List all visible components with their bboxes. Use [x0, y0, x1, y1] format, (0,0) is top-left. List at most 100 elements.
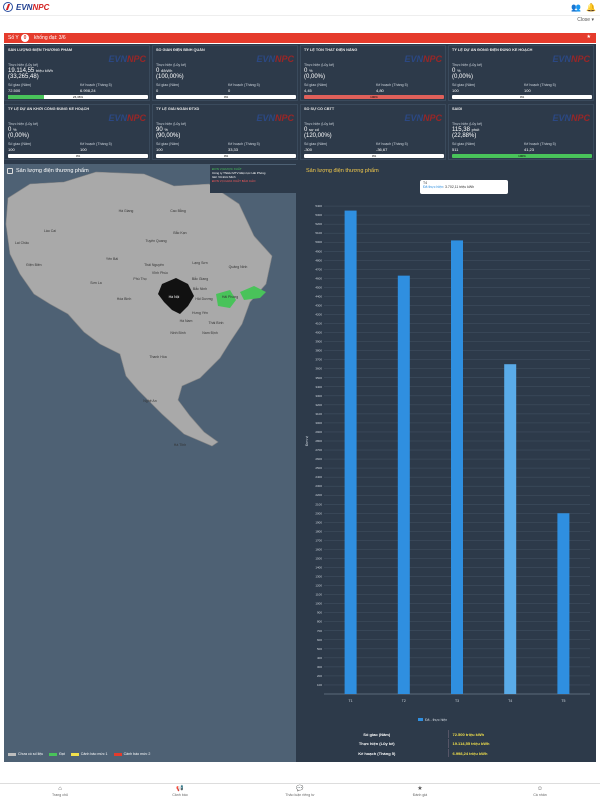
y-tick-label: 4100 — [315, 322, 322, 326]
card-r2: -36,67 — [376, 147, 388, 152]
card-r1: Kế hoạch (Tháng 5) — [376, 83, 408, 87]
kpi-card[interactable]: TỶ LỆ DỰ ÁN ĐÓNG ĐIỆN ĐÚNG KẾ HOẠCH EVNN… — [448, 45, 594, 101]
kpi-card[interactable]: TỶ LỆ GIẢI NGÂN ĐTXD EVNNPC Thực hiện (L… — [152, 104, 298, 160]
evnnpc-logo[interactable]: EVNNPC — [3, 2, 49, 12]
legend-swatch — [49, 752, 58, 756]
y-tick-label: 4900 — [315, 249, 322, 253]
y-tick-label: 2600 — [315, 457, 322, 461]
nav-item[interactable]: ☺ Cá nhân — [480, 784, 600, 800]
kpi-card[interactable]: SỐ GIÁN ĐIỆN BÌNH QUÂN EVNNPC Thực hiện … — [152, 45, 298, 101]
card-watermark: EVNNPC — [108, 113, 146, 123]
kpi-card[interactable]: SAIDI EVNNPC Thực hiện (Lũy kế) 115,38 p… — [448, 104, 594, 160]
kpi-card[interactable]: TỶ LỆ DỰ ÁN KHỞI CÔNG ĐÚNG KẾ HOẠCH EVNN… — [4, 104, 150, 160]
nav-item[interactable]: 💬 Thảo luận riêng tư — [240, 784, 360, 800]
nav-item[interactable]: 📢 Cảnh báo — [120, 784, 240, 800]
chart-legend-label[interactable]: Đã - thực hiện — [425, 718, 447, 722]
card-l1: Số giao (Năm) — [304, 142, 328, 146]
x-tick-label: T5 — [561, 699, 565, 703]
summary-key: Kế hoạch (Tháng 5) — [306, 748, 449, 757]
bar[interactable] — [504, 364, 517, 694]
nav-label: Thảo luận riêng tư — [285, 793, 315, 797]
nav-item[interactable]: ★ Đánh giá — [360, 784, 480, 800]
vietnam-north-map[interactable]: Hà Giang Cao Bằng Lào Cai Bắc Kạn Lai Châu Tu… — [4, 164, 296, 762]
card-value2: (100,00%) — [156, 74, 184, 80]
popup-line1: Công ty TNHH MTV Điện lực Hải Phòng — [212, 171, 266, 175]
map-settings-icon[interactable] — [7, 168, 13, 174]
kpi-card[interactable]: SỐ SỰ CỐ CBTT EVNNPC Thực hiện (Lũy kế) … — [300, 104, 446, 160]
top-bar: EVNNPC 👥 🔔 — [0, 0, 600, 16]
card-progress-bar: 0% — [156, 154, 296, 158]
province-label: Yên Bái — [106, 257, 118, 261]
province-label: Lào Cai — [44, 229, 56, 233]
alert-badge: 0 — [21, 34, 29, 42]
summary-value: 19.114,55 triệu kWh — [452, 741, 490, 747]
tooltip-value: 3.702,11 triệu kWh — [445, 185, 475, 189]
chart-tooltip: T4 Đã thực hiện: 3.702,11 triệu kWh — [420, 180, 508, 194]
card-watermark: EVNNPC — [552, 54, 590, 64]
legend-item[interactable]: Cảnh báo mức 2 — [113, 752, 150, 756]
logo-mark-icon — [3, 2, 13, 12]
bar[interactable] — [557, 513, 570, 694]
bar-chart[interactable]: 100 200 300 400 500 600 700 800 900 1000 1100 1200 1… — [300, 164, 596, 727]
legend-item[interactable]: Cảnh báo mức 1 — [70, 752, 108, 756]
y-tick-label: 1200 — [315, 584, 322, 588]
card-value2: (0,00%) — [8, 133, 30, 139]
y-tick-label: 1900 — [315, 520, 322, 524]
bar[interactable] — [344, 210, 357, 694]
y-tick-label: 4800 — [315, 258, 322, 262]
card-title: SAIDI — [452, 107, 463, 111]
summary-row: Kế hoạch (Tháng 5) 6.998,24 triệu kWh — [306, 748, 590, 758]
province-label: Bắc Giang — [192, 276, 208, 281]
card-value: 0 % — [452, 68, 461, 74]
card-watermark: EVNNPC — [404, 54, 442, 64]
y-tick-label: 3900 — [315, 340, 322, 344]
y-tick-label: 3700 — [315, 358, 322, 362]
y-tick-label: 2900 — [315, 430, 322, 434]
y-tick-label: 5100 — [315, 231, 322, 235]
haiphong-region — [216, 290, 236, 308]
users-icon[interactable]: 👥 — [571, 3, 582, 12]
x-tick-label: T1 — [349, 699, 353, 703]
alert-prefix: Số Y — [8, 35, 19, 41]
map-legend: Chưa có số liệu Đạt Cảnh báo mức 1 Cảnh báo… — [8, 752, 150, 756]
card-value2: (22,88%) — [452, 133, 477, 139]
close-link[interactable]: Close ▾ — [577, 17, 594, 23]
y-tick-label: 1700 — [315, 538, 322, 542]
legend-item[interactable]: Chưa có số liệu — [8, 752, 43, 756]
card-l2: 100 — [8, 147, 15, 152]
card-title: TỶ LỆ DỰ ÁN ĐÓNG ĐIỆN ĐÚNG KẾ HOẠCH — [452, 48, 533, 52]
card-l2: 0 — [156, 88, 159, 93]
legend-item[interactable]: Đạt — [49, 752, 65, 756]
card-progress-bar: 0% — [8, 154, 148, 158]
nav-item[interactable]: ⌂ Trang chủ — [0, 784, 120, 800]
summary-row: Số giao (Năm) 72.500 triệu kWh — [306, 730, 590, 740]
card-progress-bar: 100% — [452, 154, 592, 158]
card-r2: 4,80 — [376, 88, 384, 93]
province-label: Lai Châu — [15, 241, 29, 245]
card-label: Thực hiện (Lũy kế) — [156, 63, 187, 67]
province-label: Hưng Yên — [192, 311, 208, 315]
alert-banner[interactable]: Số Y 0 khống đạt: 3/6 ★ — [4, 33, 596, 43]
kpi-card[interactable]: TỶ LỆ TỔN THẤT ĐIỆN NĂNG EVNNPC Thực hiệ… — [300, 45, 446, 101]
y-tick-label: 2100 — [315, 502, 322, 506]
summary-row: Thực hiện (Lũy kế) 19.114,55 triệu kWh — [306, 739, 590, 749]
brand-b: NPC — [32, 2, 50, 12]
y-tick-label: 1300 — [315, 575, 322, 579]
bell-icon[interactable]: 🔔 — [586, 3, 596, 12]
bar[interactable] — [397, 275, 410, 694]
y-tick-label: 5300 — [315, 213, 322, 217]
card-value2: (33,265,48) — [8, 74, 39, 80]
x-tick-label: T2 — [402, 699, 406, 703]
star-icon[interactable]: ★ — [586, 34, 591, 40]
card-watermark: EVNNPC — [552, 113, 590, 123]
card-l2: 72.500 — [8, 88, 21, 93]
y-tick-label: 3800 — [315, 349, 322, 353]
kpi-card[interactable]: SẢN LƯỢNG ĐIỆN THƯƠNG PHẨM EVNNPC Thực h… — [4, 45, 150, 101]
sub-bar — [0, 16, 600, 32]
x-tick-label: T3 — [455, 699, 459, 703]
y-tick-label: 400 — [317, 656, 322, 660]
province-label: Ninh Bình — [170, 331, 185, 335]
bottom-nav: ⌂ Trang chủ 📢 Cảnh báo 💬 Thảo luận riêng tư ★ Đ… — [0, 783, 600, 800]
card-r2: 100 — [80, 147, 87, 152]
bar[interactable] — [451, 240, 463, 694]
